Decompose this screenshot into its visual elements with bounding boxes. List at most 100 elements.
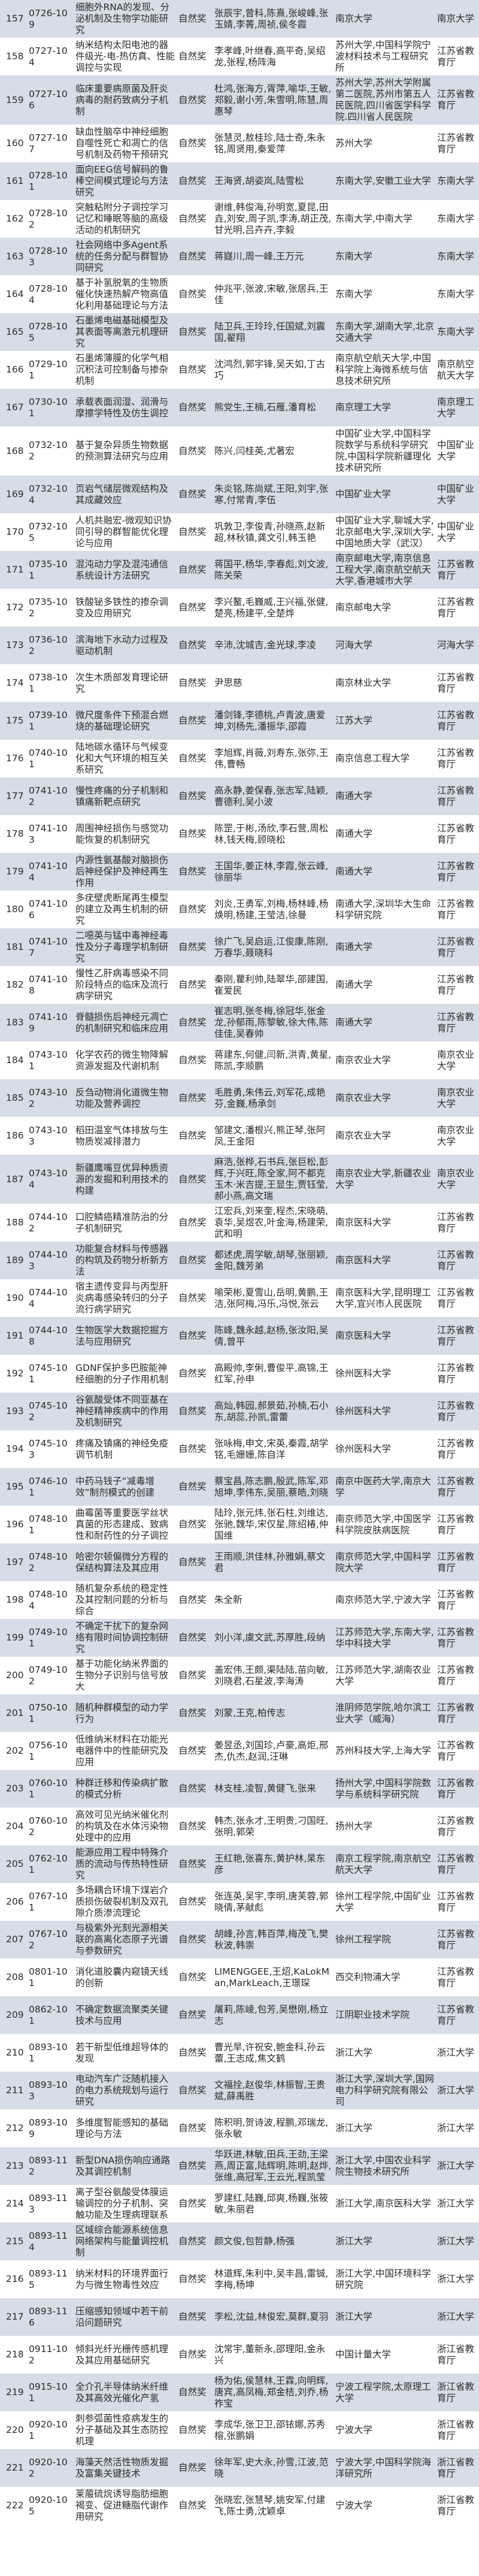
- completing-units: 苏州大学,中国科学院宁波材料技术与工程研究所: [335, 40, 431, 73]
- project-code: 0893-109: [29, 2117, 68, 2139]
- award-type: 自然奖: [178, 13, 207, 24]
- nominating-unit: 江苏省教育厅: [437, 2003, 475, 2026]
- completing-units: 南京航空航天大学,中国科学院上海微系统与信息技术研究所: [335, 353, 431, 386]
- nominating-unit: 江苏省教育厅: [437, 785, 475, 807]
- completing-units: 中国计量大学: [335, 2349, 392, 2360]
- project-title: 多场耦合环境下煤岩介质损伤破裂机制及双孔隙介质渗流理论: [75, 1885, 169, 1918]
- completers: 陈峰,魏永越,赵杨,张汝阳,吴倩,曾平: [214, 1324, 329, 1347]
- completers: 杨为佑,侯慧林,王霖,向明辉,唐宾,高凤梅,郑金桔,刘乔,杨祚宝: [214, 2375, 329, 2409]
- award-type: 自然奖: [178, 1708, 207, 1718]
- project-code: 0743-103: [29, 1124, 68, 1147]
- award-type: 自然奖: [178, 1821, 207, 1832]
- row-number: 184: [6, 1055, 24, 1065]
- completers: 罗建红,陆巍,邱爽,杨巍,张筱敏,朱丽君: [214, 2192, 329, 2215]
- row-number: 165: [6, 326, 24, 337]
- project-title: 次生木质部发育理论研究: [75, 671, 169, 694]
- completing-units: 扬州大学,中国科学院数学与系统科学研究院: [335, 1777, 431, 1800]
- row-number: 189: [6, 1255, 24, 1266]
- award-type: 自然奖: [178, 2462, 207, 2473]
- project-title: 离子型谷氨酸受体膜运输调控的分子机制、突触功能及生理病理联系: [75, 2187, 169, 2220]
- project-code: 0745-102: [29, 1400, 68, 1422]
- table-row: 157 0726-109 细胞外RNA的发现、分泌机制及生物学功能研究 自然奖 张辰宇,…: [0, 0, 479, 38]
- project-title: 口腔鳞癌精准防治的分子机制研究: [75, 1211, 169, 1234]
- completing-units: 南京师范大学,中国科学院大学: [335, 1551, 431, 1573]
- row-number: 171: [6, 564, 24, 575]
- project-code: 0739-101: [29, 709, 68, 732]
- row-number: 215: [6, 2236, 24, 2247]
- completers: 李松,沈益,林俊宏,莫群,夏羽: [214, 2311, 329, 2322]
- table-row: 208 0801-101 消化道胶囊内窥镜天线的创新 自然奖 LIMENGGEE,王炤,…: [0, 1959, 479, 1996]
- nominating-unit: 江苏省教育厅: [437, 1211, 475, 1234]
- project-title: 二噁英与锰中毒神经毒性及分子毒理学机制研究: [75, 930, 169, 964]
- award-type: 自然奖: [178, 1896, 207, 1907]
- project-title: 化学农药的微生物降解资源发掘及代谢机制: [75, 1049, 169, 1071]
- nominating-unit: 江苏省教育厅: [437, 973, 475, 996]
- project-title: 稻田温室气体排放与生物质炭减排潜力: [75, 1124, 169, 1147]
- project-title: 海藻天然活性物质发掘及富集关键技术: [75, 2456, 169, 2479]
- award-type: 自然奖: [178, 1017, 207, 1028]
- nominating-unit: 南京航空航天大学: [437, 358, 475, 381]
- row-number: 191: [6, 1330, 24, 1341]
- table-row: 203 0760-101 种群迁移和传染病扩散的模式分析 自然奖 林支桂,凌智,黄健飞,…: [0, 1770, 479, 1808]
- table-row: 182 0741-108 慢性乙肝病毒感染不同阶段特点的临床及流行病学研究 自然奖 秦刚…: [0, 966, 479, 1004]
- row-number: 158: [6, 51, 24, 62]
- award-type: 自然奖: [178, 2500, 207, 2511]
- project-code: 0728-103: [29, 245, 68, 268]
- completers: 张晓宏,张慧琴,姚安军,付建飞,陈士勇,沈颖卓: [214, 2494, 326, 2517]
- completers: 徐广飞,吴启运,江俊康,陈刚,万春华,聂晓科: [214, 936, 329, 958]
- project-code: 0726-109: [29, 7, 68, 30]
- project-title: GDNF保护多巴胺能神经细胞的分子作用机制: [75, 1362, 169, 1385]
- award-type: 自然奖: [178, 138, 207, 149]
- project-code: 0741-104: [29, 860, 68, 883]
- project-code: 0740-101: [29, 747, 68, 770]
- row-number: 204: [6, 1821, 24, 1832]
- award-type: 自然奖: [178, 94, 207, 105]
- nominating-unit: 中国矿业大学: [437, 520, 475, 543]
- project-code: 0743-101: [29, 1049, 68, 1071]
- row-number: 195: [6, 1481, 24, 1492]
- project-title: 种群迁移和传染病扩散的模式分析: [75, 1777, 169, 1800]
- row-number: 216: [6, 2274, 24, 2284]
- table-row: 185 0743-102 反刍动物消化道微生物功能及营养调控 自然奖 毛胜勇,朱伟云,刘…: [0, 1079, 479, 1117]
- nominating-unit: 东南大学: [437, 326, 475, 337]
- award-type: 自然奖: [178, 942, 207, 952]
- completing-units: 南京信息工程大学: [335, 753, 410, 764]
- completers: 毛胜勇,朱伟云,刘军花,成艳芬,金巍,杨承剑: [214, 1086, 326, 1109]
- completers: 李孝峰,叶继春,高平奇,吴绍龙,张程,杨阵海: [214, 45, 326, 68]
- nominating-unit: 江苏省教育厅: [437, 709, 475, 732]
- row-number: 170: [6, 526, 24, 537]
- project-code: 0735-101: [29, 558, 68, 581]
- nominating-unit: 江苏省教育厅: [437, 1475, 475, 1498]
- completing-units: 南通大学: [335, 979, 373, 990]
- award-type: 自然奖: [178, 640, 207, 650]
- nominating-unit: 江苏省教育厅: [437, 1739, 475, 1762]
- completers: 喻荣彬,夏雪山,岳明,黄鹏,王洁,张阿梅,冯乐,冯悦,张云: [214, 1287, 329, 1309]
- nominating-unit: 东南大学: [437, 175, 475, 186]
- project-code: 0862-101: [29, 2003, 68, 2026]
- completing-units: 河海大学: [335, 640, 373, 650]
- completers: 邹建文,潘根兴,熊正琴,张阿凤,王金阳: [214, 1124, 326, 1147]
- project-title: 微尺度条件下预混合燃烧的基础理论研究: [75, 709, 169, 732]
- completers: 张连英,吴宇,李明,唐芙蓉,郭晓倩,茅献彪: [214, 1890, 329, 1913]
- completers: 蔡宝昌,陈志鹏,殷武,陈军,邓旭坤,李伟东,吴丽,蔡皓,刘晓: [214, 1475, 329, 1498]
- row-number: 220: [6, 2424, 24, 2435]
- nominating-unit: 浙江大学: [437, 2236, 475, 2247]
- completing-units: 江苏大学: [335, 715, 373, 726]
- table-row: 205 0762-101 能源应用工程中特殊介质的流动与传热特性研究 自然奖 王红艳,张…: [0, 1845, 479, 1883]
- row-number: 175: [6, 715, 24, 726]
- project-title: 莱菔硫烷诱导脂肪细胞褐变、促进糖脂代谢作用研究: [75, 2489, 169, 2522]
- completing-units: 苏州科技大学,上海大学: [335, 1745, 431, 1756]
- project-code: 0748-102: [29, 1551, 68, 1573]
- completing-units: 苏州大学,苏州大学附属第二医院,苏州市第五人民医院,四川省医学科学院.四川省人民…: [335, 77, 431, 122]
- project-title: 反刍动物消化道微生物功能及营养调控: [75, 1086, 169, 1109]
- award-type: 自然奖: [178, 175, 207, 186]
- completing-units: 浙江大学,南京医科大学: [335, 2198, 431, 2209]
- row-number: 168: [6, 445, 24, 456]
- nominating-unit: 江苏省教育厅: [437, 1777, 475, 1800]
- nominating-unit: 江苏省教育厅: [437, 1551, 475, 1573]
- row-number: 187: [6, 1173, 24, 1185]
- table-row: 178 0741-103 周围神经损伤与感觉功能恢复的机制研究 自然奖 陈罡,于彬,汤欣…: [0, 815, 479, 853]
- table-row: 219 0915-101 全介孔半导体纳米纤维及其高效光催化产氢 自然奖 杨为佑,侯慧林…: [0, 2374, 479, 2411]
- completers: 徐年军,史大永,孙雪,江波,范晓: [214, 2456, 329, 2479]
- completing-units: 中国矿业大学,聊城大学,北京邮电大学,深圳大学,中国地质大学（武汉）: [335, 515, 434, 549]
